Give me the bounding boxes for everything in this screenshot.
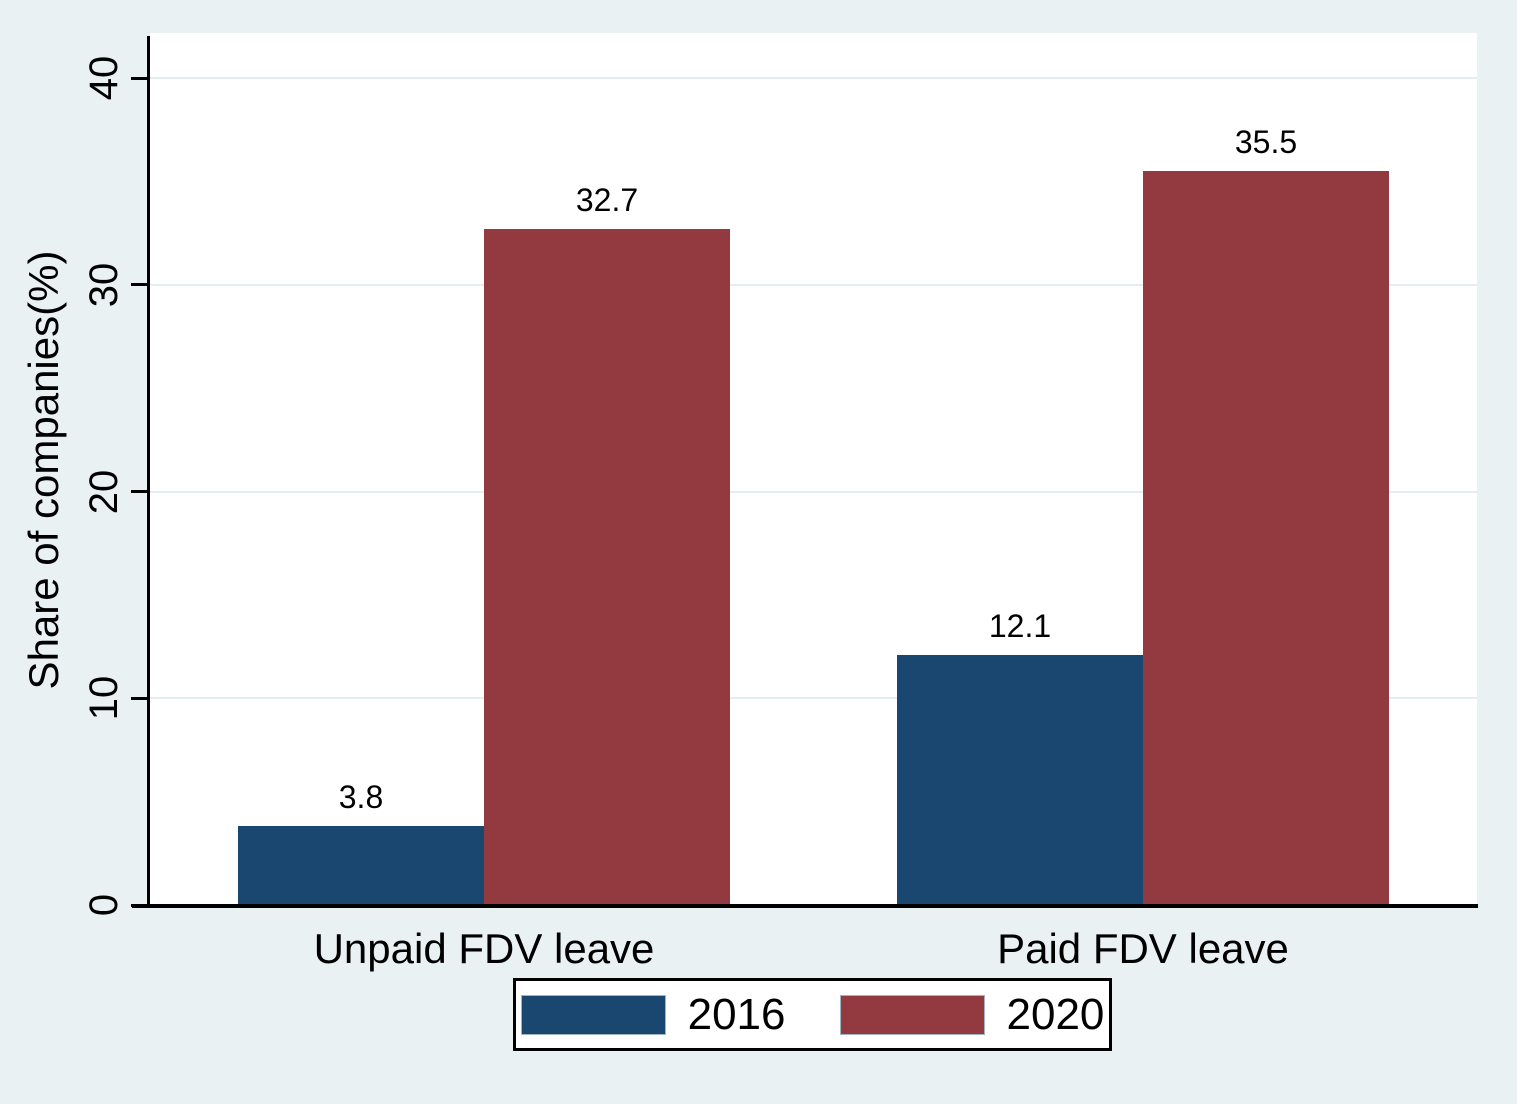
value-label-2020-paid-fdv-leave: 35.5 — [1234, 124, 1298, 161]
plot-area: 3.8 32.7 12.1 35.5 — [150, 33, 1477, 905]
bar-2016-paid-fdv-leave — [897, 654, 1143, 905]
gridline-10 — [150, 697, 1477, 700]
y-tick-label-10: 10 — [82, 676, 126, 721]
y-tick-mark-20 — [131, 490, 148, 493]
legend-item-2020: 2020 — [839, 989, 1105, 1039]
value-label-2016-unpaid-fdv-leave: 3.8 — [338, 779, 384, 816]
legend-swatch-2020 — [839, 994, 985, 1035]
y-tick-label-30: 30 — [82, 262, 126, 308]
legend-swatch-2016 — [520, 994, 666, 1035]
bar-2016-unpaid-fdv-leave — [238, 826, 484, 905]
legend-label-2016: 2016 — [687, 989, 786, 1039]
y-axis-line — [147, 36, 150, 907]
x-category-label-unpaid-fdv-leave: Unpaid FDV leave — [313, 925, 655, 972]
y-tick-label-40: 40 — [82, 55, 126, 101]
y-tick-label-20: 20 — [82, 469, 126, 514]
bar-2020-paid-fdv-leave — [1143, 171, 1389, 905]
y-tick-label-0: 0 — [82, 893, 126, 917]
gridline-30 — [150, 283, 1477, 286]
y-tick-mark-10 — [131, 696, 148, 700]
legend-item-2016: 2016 — [520, 989, 786, 1039]
x-category-label-paid-fdv-leave: Paid FDV leave — [997, 925, 1289, 972]
y-tick-mark-40 — [131, 76, 148, 80]
x-axis-line — [132, 904, 1478, 908]
y-tick-mark-0 — [131, 903, 148, 907]
gridline-40 — [150, 77, 1477, 79]
bar-2020-unpaid-fdv-leave — [484, 228, 730, 905]
legend-label-2020: 2020 — [1006, 989, 1105, 1039]
y-tick-mark-30 — [131, 283, 148, 287]
value-label-2016-paid-fdv-leave: 12.1 — [988, 607, 1052, 644]
value-label-2020-unpaid-fdv-leave: 32.7 — [575, 181, 639, 218]
y-axis-title: Share of companies(%) — [20, 250, 67, 690]
gridline-20 — [150, 490, 1477, 493]
legend: 2016 2020 — [513, 978, 1112, 1051]
